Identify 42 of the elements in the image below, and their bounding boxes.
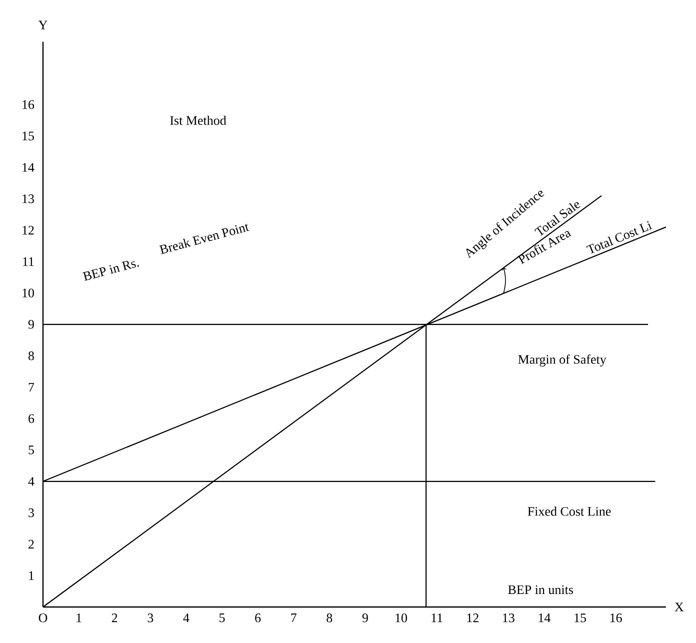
y-tick-label: 14 bbox=[22, 163, 34, 172]
x-tick-label: O bbox=[38, 614, 48, 622]
y-tick-label: 13 bbox=[22, 194, 34, 204]
y-tick-label: 15 bbox=[22, 132, 34, 140]
x-tick-label: 4 bbox=[183, 614, 190, 622]
y-tick-label: 8 bbox=[28, 351, 34, 360]
annotation: BEP in Rs. bbox=[82, 260, 139, 281]
x-tick-label: 1 bbox=[76, 614, 82, 622]
x-axis-title: X bbox=[674, 602, 684, 612]
annotation: Break Even Point bbox=[159, 224, 250, 254]
annotation: BEP in units bbox=[508, 585, 574, 594]
x-tick-label: 16 bbox=[610, 614, 622, 622]
x-tick-label: 5 bbox=[220, 614, 225, 622]
y-tick-label: 5 bbox=[28, 446, 34, 454]
y-tick-label: 4 bbox=[28, 477, 34, 486]
annotation: Margin of Safety bbox=[518, 354, 606, 366]
y-tick-label: 16 bbox=[22, 100, 34, 109]
y-tick-label: 2 bbox=[28, 540, 34, 549]
x-tick-label: 15 bbox=[574, 614, 586, 622]
x-tick-label: 14 bbox=[538, 614, 551, 622]
y-axis-title: Y bbox=[38, 20, 48, 30]
x-tick-label: 12 bbox=[467, 614, 478, 622]
x-tick-label: 9 bbox=[362, 614, 368, 622]
x-tick-label: 13 bbox=[503, 614, 514, 622]
y-tick-label: 3 bbox=[28, 508, 34, 518]
x-tick-label: 7 bbox=[291, 614, 296, 622]
x-tick-label: 8 bbox=[326, 614, 332, 622]
y-tick-label: 11 bbox=[23, 257, 34, 266]
x-tick-label: 6 bbox=[255, 614, 261, 622]
annotation: Fixed Cost Line bbox=[528, 506, 611, 516]
y-tick-label: 12 bbox=[22, 226, 34, 234]
y-tick-label: 7 bbox=[28, 382, 34, 392]
text: Total Cost Li bbox=[586, 221, 652, 254]
x-tick-label: 2 bbox=[112, 614, 118, 622]
y-tick-label: 1 bbox=[29, 571, 34, 580]
x-tick-label: 3 bbox=[148, 614, 154, 622]
annotation: Ist Method bbox=[170, 116, 226, 125]
x-tick-label: 10 bbox=[396, 614, 408, 622]
x-tick-label: 11 bbox=[432, 614, 442, 622]
y-tick-label: 10 bbox=[22, 288, 34, 298]
y-tick-label: 6 bbox=[28, 414, 34, 423]
y-tick-label: 9 bbox=[28, 320, 34, 329]
